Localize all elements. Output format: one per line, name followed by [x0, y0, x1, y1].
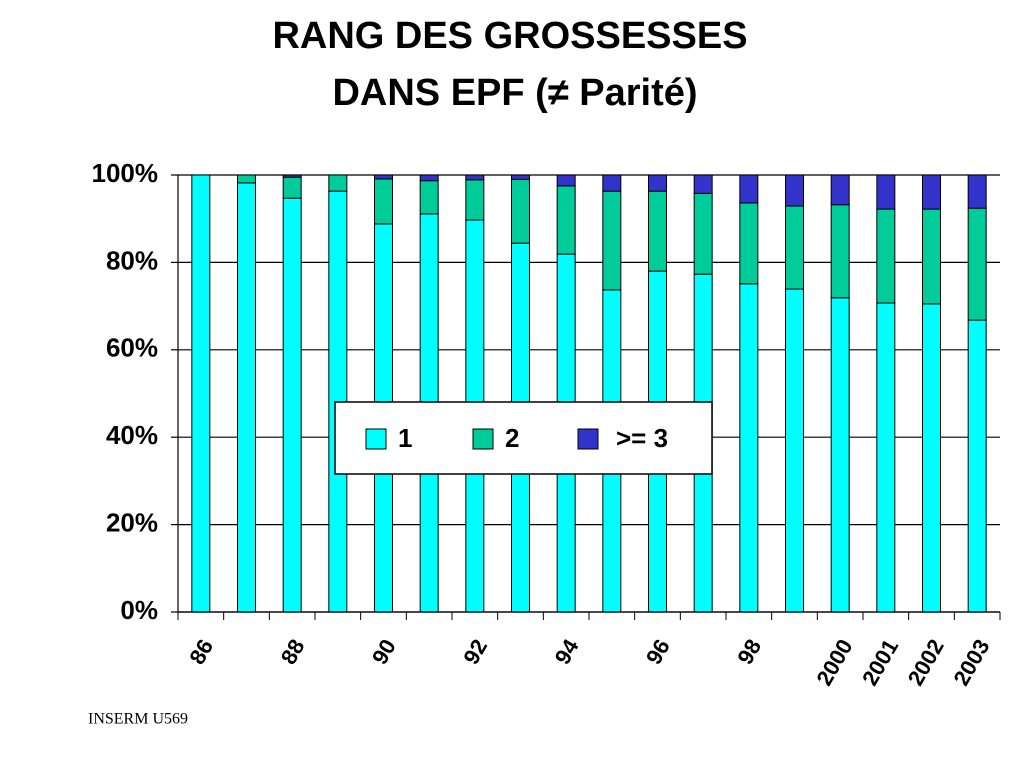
- bar-segment: [191, 174, 211, 613]
- y-tick-label: 60%: [106, 333, 158, 363]
- y-tick-label: 100%: [92, 158, 159, 188]
- bar-segment: [237, 174, 256, 184]
- y-tick-label: 0%: [120, 595, 158, 625]
- bar-segment: [282, 197, 302, 613]
- bar-segment: [830, 297, 850, 613]
- bar-segment: [922, 174, 941, 210]
- legend-box: [334, 401, 713, 475]
- bar-segment: [374, 178, 393, 225]
- bar-segment: [922, 303, 941, 613]
- bar-segment: [739, 202, 759, 285]
- legend-label: >= 3: [616, 423, 668, 453]
- x-tick-label: 2002: [903, 635, 949, 690]
- bar-segment: [967, 207, 987, 321]
- bar-segment: [922, 208, 941, 305]
- bar-segment: [876, 302, 896, 613]
- bar-segment: [511, 174, 530, 180]
- bar-segment: [602, 190, 622, 291]
- bar-segment: [374, 174, 393, 180]
- x-tick-label: 98: [732, 635, 766, 669]
- bar-segment: [648, 174, 667, 192]
- y-tick-label: 20%: [106, 507, 158, 537]
- bar-segment: [739, 283, 759, 613]
- x-tick-label: 94: [550, 634, 584, 668]
- bar-segment: [967, 174, 987, 209]
- bar-segment: [465, 174, 485, 181]
- chart-title: RANG DES GROSSESSES: [272, 15, 747, 57]
- legend-swatch: [472, 428, 494, 450]
- chart-title: DANS EPF (≠ Parité): [332, 72, 697, 114]
- bar-segment: [556, 174, 576, 187]
- bar-segment: [830, 174, 850, 206]
- bar-segment: [876, 208, 896, 304]
- bar-segment: [602, 174, 622, 192]
- bar-segment: [739, 174, 759, 204]
- x-tick-label: 96: [641, 635, 675, 669]
- x-tick-label: 92: [458, 635, 492, 669]
- bar-segment: [465, 179, 485, 221]
- y-tick-label: 40%: [106, 420, 158, 450]
- y-tick-label: 80%: [106, 245, 158, 275]
- legend-swatch: [577, 428, 599, 450]
- bar-segment: [282, 176, 302, 199]
- bar-segment: [785, 205, 804, 290]
- legend: 1 2 >= 3: [334, 401, 713, 475]
- x-tick-label: 86: [184, 635, 218, 669]
- bar-segment: [419, 174, 439, 182]
- bar-segment: [830, 204, 850, 299]
- bar-segment: [419, 180, 439, 215]
- x-tick-label: 90: [367, 635, 401, 669]
- x-tick-label: 2000: [811, 635, 857, 690]
- legend-swatch: [365, 428, 387, 450]
- bar-segment: [693, 192, 713, 275]
- bar-segment: [876, 174, 896, 210]
- bar-segment: [237, 182, 256, 613]
- bar-segment: [967, 319, 987, 613]
- bar-segment: [648, 190, 667, 272]
- footer: INSERM U569: [88, 711, 188, 728]
- bar-segment: [282, 174, 302, 178]
- x-tick-label: 88: [276, 635, 310, 669]
- legend-label: 2: [505, 423, 519, 453]
- legend-label: 1: [398, 423, 412, 453]
- x-tick-label: 2001: [857, 635, 903, 690]
- bar-segment: [328, 174, 348, 192]
- bar-segment: [785, 288, 804, 613]
- bar-segment: [556, 185, 576, 255]
- x-tick-label: 2003: [948, 635, 994, 690]
- bar-segment: [785, 174, 804, 207]
- bar-segment: [693, 174, 713, 194]
- bar-segment: [511, 178, 530, 244]
